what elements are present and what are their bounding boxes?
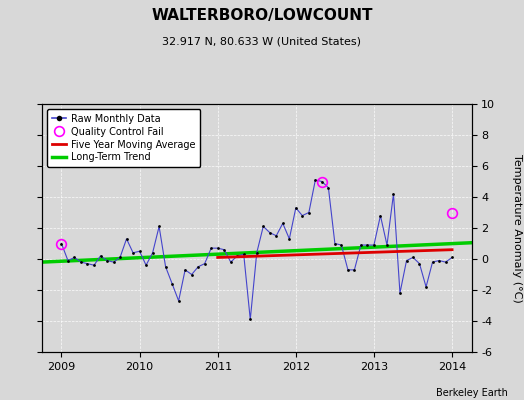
Text: WALTERBORO/LOWCOUNT: WALTERBORO/LOWCOUNT bbox=[151, 8, 373, 23]
Text: Berkeley Earth: Berkeley Earth bbox=[436, 388, 508, 398]
Y-axis label: Temperature Anomaly (°C): Temperature Anomaly (°C) bbox=[512, 154, 522, 302]
Text: 32.917 N, 80.633 W (United States): 32.917 N, 80.633 W (United States) bbox=[162, 36, 362, 46]
Legend: Raw Monthly Data, Quality Control Fail, Five Year Moving Average, Long-Term Tren: Raw Monthly Data, Quality Control Fail, … bbox=[47, 109, 201, 167]
